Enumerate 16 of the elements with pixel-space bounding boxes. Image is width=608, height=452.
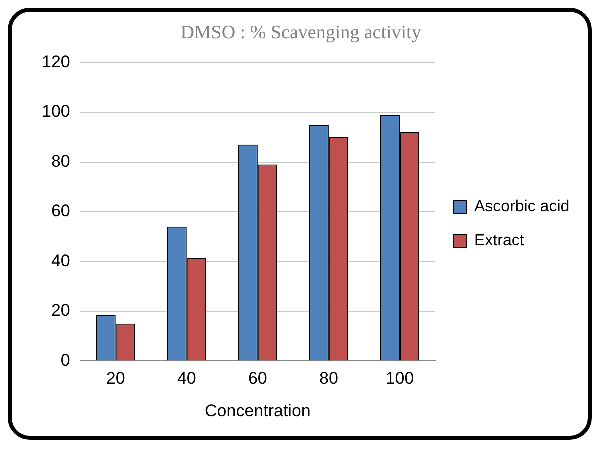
- x-tick-label: 100: [386, 369, 414, 388]
- y-tick-label: 40: [51, 251, 70, 270]
- legend-label: Extract: [474, 232, 525, 250]
- x-axis-title: Concentration: [205, 401, 311, 420]
- y-tick-label: 120: [42, 52, 70, 72]
- y-tick-label: 20: [51, 301, 70, 320]
- legend-label: Ascorbic acid: [474, 198, 570, 216]
- y-tick-label: 80: [51, 152, 70, 171]
- y-tick-label: 60: [51, 202, 70, 221]
- chart-title: DMSO : % Scavenging activity: [180, 22, 422, 44]
- x-tick-label: 20: [106, 369, 126, 388]
- x-tick-label: 80: [320, 369, 338, 388]
- x-tick-label: 40: [177, 369, 196, 388]
- y-tick-label: 0: [60, 350, 70, 370]
- y-tick-label: 100: [42, 102, 70, 122]
- x-tick-label: 60: [248, 369, 268, 388]
